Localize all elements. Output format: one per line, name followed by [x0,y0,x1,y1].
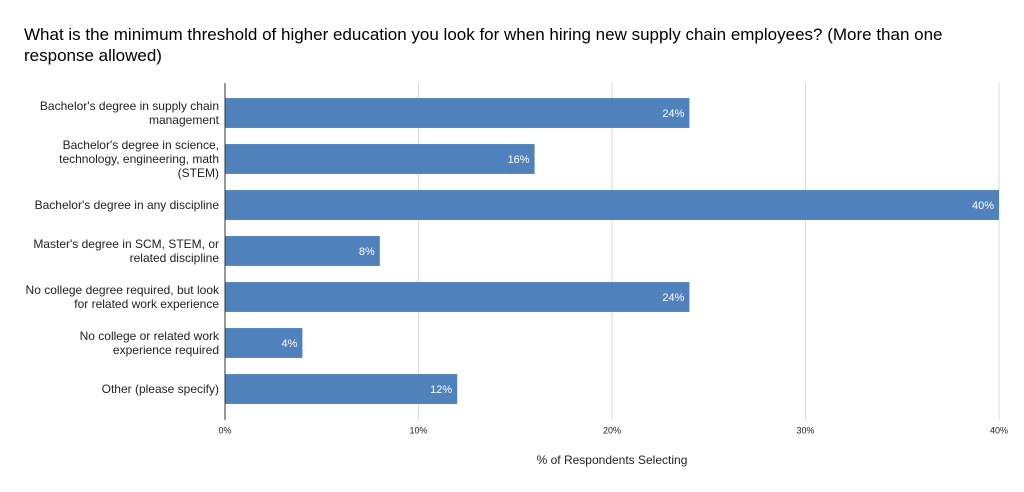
value-label: 40% [972,200,994,212]
x-tick-label: 30% [796,425,814,435]
y-tick-label: Bachelor's degree in supply chain manage… [39,99,219,127]
bar [225,282,690,312]
x-tick-label: 20% [603,425,621,435]
x-tick-label: 10% [409,425,427,435]
value-label: 24% [662,108,684,120]
bar [225,190,999,220]
y-tick-label: Bachelor's degree in science, technology… [59,138,219,180]
bar [225,374,458,404]
x-tick-label: 0% [218,425,231,435]
value-label: 8% [359,246,375,258]
x-tick-label: 40% [990,425,1008,435]
value-label: 12% [430,384,452,396]
bar [225,144,535,174]
bar [225,328,303,358]
bar [225,98,690,128]
chart-title: What is the minimum threshold of higher … [24,25,943,65]
bar [225,236,380,266]
value-label: 16% [508,154,530,166]
x-axis-title: % of Respondents Selecting [537,453,688,467]
value-label: 4% [281,338,297,350]
y-tick-label: Bachelor's degree in any discipline [34,198,219,212]
value-label: 24% [662,292,684,304]
y-tick-label: No college degree required, but look for… [25,283,219,311]
y-tick-label: Master's degree in SCM, STEM, or related… [33,237,219,265]
y-tick-label: No college or related work experience re… [79,329,219,357]
y-tick-label: Other (please specify) [101,382,219,396]
